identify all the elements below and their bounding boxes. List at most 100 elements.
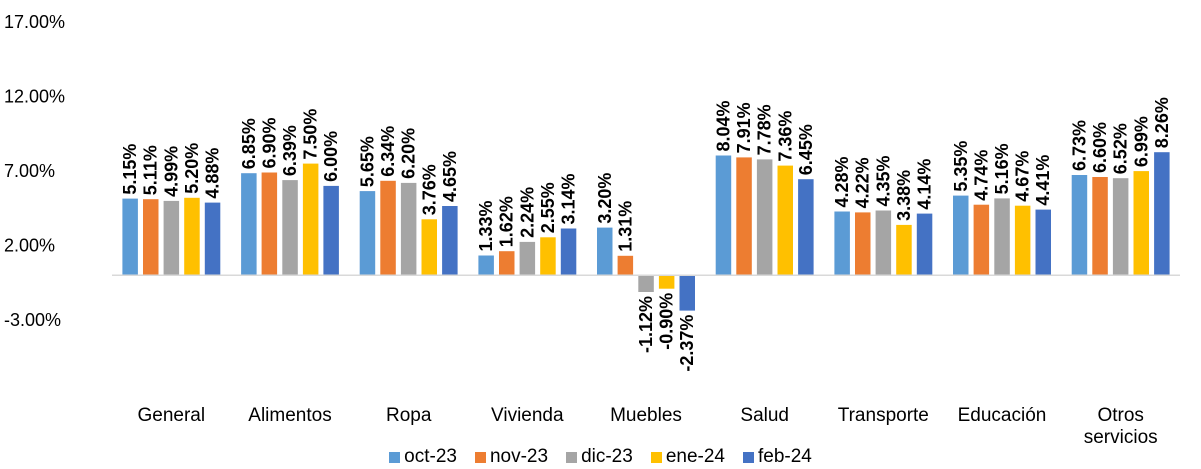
legend-swatch <box>389 451 401 463</box>
category-label: Muebles <box>610 405 682 426</box>
data-label: -1.12% <box>636 296 656 353</box>
bar <box>994 198 1010 276</box>
category-label: Educación <box>958 405 1047 426</box>
data-label: 5.15% <box>120 144 140 195</box>
legend: oct-23 nov-23 dic-23 ene-24 feb-24 <box>0 445 1201 469</box>
bar <box>323 185 339 276</box>
data-label: 1.33% <box>476 200 496 251</box>
category-label: Ropa <box>386 405 432 426</box>
bar <box>658 275 675 289</box>
data-label: 8.04% <box>714 100 734 151</box>
data-label: 8.26% <box>1152 97 1172 148</box>
bar <box>875 210 892 276</box>
data-label: 3.14% <box>559 173 579 224</box>
bar <box>973 204 990 276</box>
data-label: 4.88% <box>203 148 223 199</box>
category-label: General <box>137 405 205 426</box>
legend-item: oct-23 <box>389 446 457 468</box>
bar <box>1154 152 1170 276</box>
bar <box>143 199 159 276</box>
bar <box>1133 171 1149 276</box>
category-label-line: Otros <box>1097 405 1143 426</box>
data-label: 4.14% <box>915 159 935 210</box>
data-label: 3.76% <box>419 164 439 215</box>
legend-label: dic-23 <box>581 446 633 467</box>
bar <box>400 182 417 276</box>
bar <box>1071 175 1088 276</box>
data-label: 7.78% <box>755 104 775 155</box>
bar <box>359 191 376 276</box>
data-label: 4.67% <box>1013 151 1033 202</box>
bar <box>916 213 933 276</box>
y-tick-label: -3.00% <box>4 310 61 330</box>
y-tick-label: 7.00% <box>4 161 55 181</box>
bar <box>380 180 396 276</box>
legend-label: ene-24 <box>665 446 725 467</box>
legend-label: feb-24 <box>757 446 812 467</box>
category-label: Transporte <box>838 405 929 426</box>
data-label: 4.74% <box>971 150 991 201</box>
data-label: 4.41% <box>1033 155 1053 206</box>
bar <box>519 241 536 276</box>
bar <box>442 206 458 276</box>
data-label: 6.52% <box>1111 123 1131 174</box>
category-label: Salud <box>740 405 789 426</box>
data-label: 6.34% <box>378 126 398 177</box>
bar <box>896 224 912 276</box>
data-label: 6.20% <box>399 128 419 179</box>
bar <box>122 198 138 276</box>
data-label: -2.37% <box>677 315 697 372</box>
bar <box>421 219 437 276</box>
data-label: 6.45% <box>796 124 816 175</box>
data-label: 5.11% <box>141 145 161 195</box>
bar <box>855 212 871 276</box>
legend-label: oct-23 <box>404 446 457 467</box>
data-label: 6.73% <box>1070 120 1090 171</box>
bar <box>834 211 850 276</box>
grouped-bar-chart: 17.00% 12.00% 7.00% 2.00% -3.00% 5.15% 6.85% 5.… <box>4 12 1180 445</box>
category-label: Otros servicios <box>1084 405 1158 445</box>
y-tick-label: 2.00% <box>4 236 55 256</box>
legend-item: feb-24 <box>742 446 812 468</box>
legend-swatch <box>474 451 486 463</box>
bar <box>1035 209 1051 276</box>
bar <box>798 179 814 276</box>
bar <box>1092 177 1108 276</box>
data-label: -0.90% <box>657 293 677 350</box>
bar <box>617 255 634 276</box>
data-label: 1.62% <box>497 196 517 247</box>
bar <box>777 165 793 276</box>
bar <box>184 197 200 276</box>
bar <box>597 227 613 276</box>
bar <box>715 155 732 276</box>
category-label: Vivienda <box>491 405 564 426</box>
bar <box>1112 178 1129 276</box>
data-label: 5.65% <box>358 136 378 187</box>
legend-swatch <box>650 451 662 463</box>
data-label: 4.22% <box>853 157 873 208</box>
legend-label: nov-23 <box>489 446 549 467</box>
bar <box>204 202 221 276</box>
data-label: 6.85% <box>239 118 259 169</box>
data-label: 4.99% <box>161 146 181 197</box>
bar <box>560 228 577 276</box>
data-label: 4.65% <box>440 151 460 202</box>
data-label: 3.20% <box>595 173 615 224</box>
legend-item: ene-24 <box>650 446 725 468</box>
data-label: 6.90% <box>259 117 279 168</box>
bar <box>241 173 257 276</box>
bar <box>163 200 180 276</box>
bar <box>679 275 695 311</box>
legend-item: dic-23 <box>566 446 633 468</box>
category-label-line: servicios <box>1084 427 1158 445</box>
data-label: 7.50% <box>301 109 321 160</box>
y-tick-label: 17.00% <box>4 12 65 32</box>
data-label: 6.60% <box>1090 122 1110 173</box>
legend-item: nov-23 <box>474 446 549 468</box>
legend-swatch <box>566 451 578 463</box>
data-label: 6.39% <box>280 125 300 176</box>
bar <box>736 157 752 276</box>
bar <box>756 159 773 276</box>
data-label: 3.38% <box>894 170 914 221</box>
bar <box>540 237 556 276</box>
